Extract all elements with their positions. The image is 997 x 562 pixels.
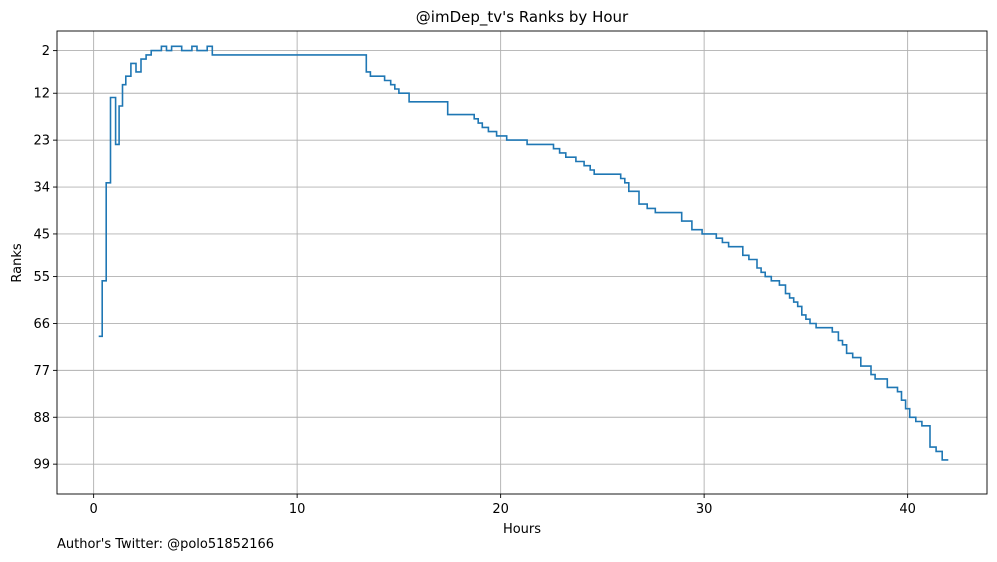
x-tick-label: 0 bbox=[89, 502, 97, 517]
y-tick-label: 2 bbox=[42, 44, 50, 59]
x-tick-label: 30 bbox=[696, 502, 713, 517]
y-axis-label: Ranks bbox=[10, 243, 25, 282]
y-axis-ticks: 2 12 23 34 45 55 66 77 88 99 bbox=[33, 44, 57, 473]
chart-title: @imDep_tv's Ranks by Hour bbox=[416, 8, 629, 27]
y-tick-label: 99 bbox=[33, 458, 50, 473]
y-tick-label: 45 bbox=[33, 227, 50, 242]
y-tick-label: 23 bbox=[33, 134, 50, 149]
y-tick-label: 77 bbox=[33, 364, 50, 379]
rank-series-line bbox=[98, 45, 949, 461]
plot-frame bbox=[56, 30, 988, 495]
x-tick-label: 40 bbox=[899, 502, 916, 517]
x-axis-ticks: 0 10 20 30 40 bbox=[89, 494, 916, 517]
x-tick-label: 10 bbox=[289, 502, 306, 517]
author-footer: Author's Twitter: @polo51852166 bbox=[57, 537, 275, 552]
y-tick-label: 34 bbox=[33, 181, 50, 196]
y-tick-label: 88 bbox=[33, 411, 50, 426]
y-tick-label: 12 bbox=[33, 87, 50, 102]
x-axis-label: Hours bbox=[503, 522, 541, 537]
x-tick-label: 20 bbox=[492, 502, 509, 517]
y-tick-label: 55 bbox=[33, 270, 50, 285]
y-tick-label: 66 bbox=[33, 317, 50, 332]
grid-lines bbox=[57, 31, 987, 494]
